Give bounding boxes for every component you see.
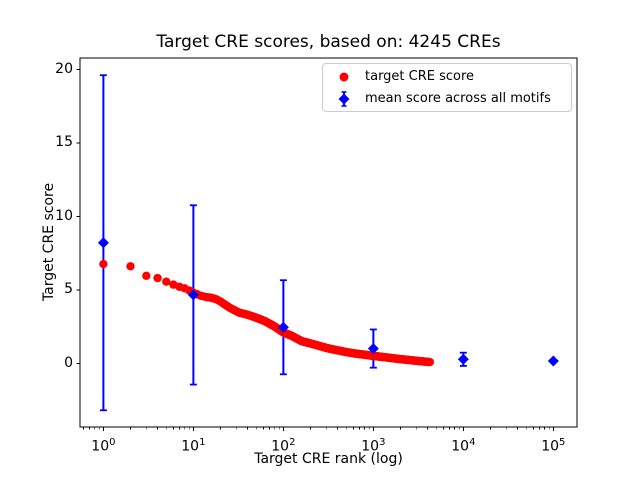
y-tick-label: 10 [55,207,73,224]
mean-diamond-point [367,343,379,355]
legend: target CRE score mean score across all m… [322,63,572,112]
x-tick-label: 104 [451,437,476,455]
red-data-point [425,357,435,367]
axes-spines [79,57,578,428]
red-data-point [153,273,162,283]
red-data-point [142,271,151,281]
y-tick-label: 20 [55,60,73,77]
mean-diamond-point [97,237,109,249]
mean-diamond-point [457,353,469,365]
legend-diamond-errorbar-marker-icon [323,89,365,109]
red-data-point [126,262,135,271]
mean-diamond-point [277,321,289,333]
legend-label-mean-score: mean score across all motifs [365,91,551,106]
chart-title: Target CRE scores, based on: 4245 CREs [156,32,501,52]
legend-entry-target-cre-score: target CRE score [323,66,571,88]
x-tick-label: 100 [91,437,116,455]
x-tick-label: 103 [361,437,386,455]
y-tick-label: 5 [64,281,73,298]
mean-diamond-point [547,355,559,367]
y-tick-label: 15 [55,134,73,151]
x-tick-label: 105 [541,437,566,455]
x-tick-label: 102 [271,437,296,455]
legend-label-target-cre-score: target CRE score [365,69,475,84]
red-data-point [162,277,171,286]
y-tick-label: 0 [64,354,73,371]
x-tick-label: 101 [181,437,206,455]
x-axis-label: Target CRE rank (log) [254,451,403,467]
red-data-point [99,259,108,269]
legend-circle-marker-icon [323,69,365,85]
legend-entry-mean-score: mean score across all motifs [323,88,571,110]
mean-diamond-point [187,289,199,301]
